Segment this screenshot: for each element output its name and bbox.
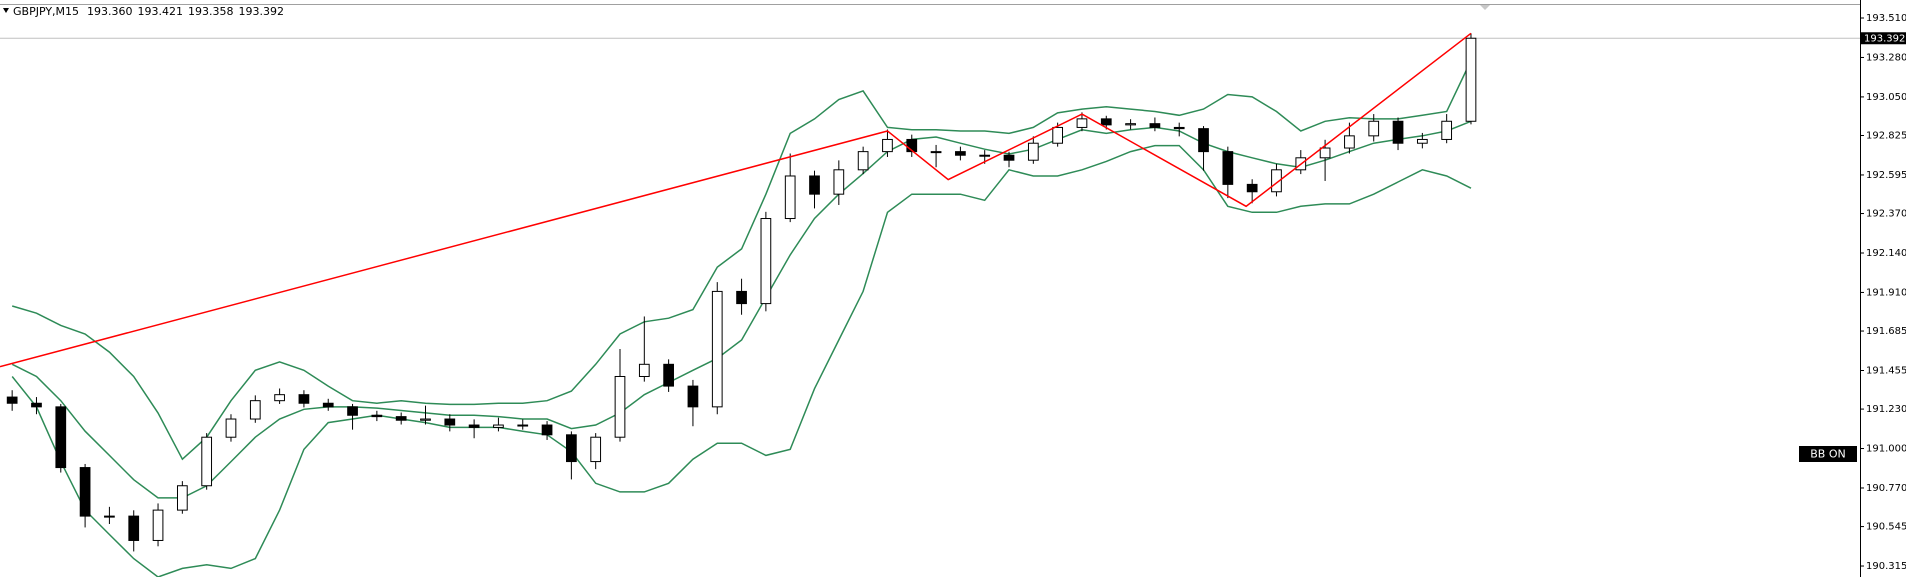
candle-body bbox=[322, 402, 334, 408]
candle-body bbox=[833, 169, 845, 195]
candle-body bbox=[736, 290, 747, 305]
candle-body bbox=[760, 218, 772, 305]
candle-body bbox=[979, 154, 991, 157]
candle-body bbox=[1416, 138, 1428, 144]
candle-body bbox=[1271, 169, 1282, 193]
candle-body bbox=[1441, 120, 1453, 140]
candle-body bbox=[638, 363, 650, 377]
y-tick-label: 193.280 bbox=[1866, 52, 1906, 63]
candle-body bbox=[225, 418, 237, 438]
y-tick-label: 192.140 bbox=[1866, 248, 1906, 259]
low-price: 193.358 bbox=[188, 5, 234, 18]
candle-body bbox=[1222, 151, 1234, 185]
candle-body bbox=[882, 138, 893, 153]
y-tick-label: 191.685 bbox=[1866, 326, 1906, 337]
candle-body bbox=[517, 424, 529, 427]
candle-body bbox=[590, 436, 602, 463]
y-tick-label: 191.910 bbox=[1866, 287, 1906, 298]
last-price-box bbox=[1861, 32, 1906, 45]
candle-body bbox=[395, 416, 407, 421]
shift-marker bbox=[1480, 5, 1490, 10]
candle-body bbox=[955, 151, 966, 156]
candle-body bbox=[6, 396, 18, 404]
y-tick-label: 192.825 bbox=[1866, 131, 1906, 142]
zigzag bbox=[0, 32, 1472, 368]
y-tick-label: 192.370 bbox=[1866, 209, 1906, 220]
open-price: 193.360 bbox=[87, 5, 133, 18]
candle-body bbox=[1027, 142, 1039, 161]
candle-body bbox=[128, 515, 140, 541]
candle-body bbox=[420, 418, 431, 421]
candle-body bbox=[201, 436, 213, 487]
indicator-label: BB ON bbox=[1810, 448, 1845, 461]
candle-body bbox=[809, 175, 820, 195]
y-tick-label: 191.455 bbox=[1866, 365, 1906, 376]
candle-body bbox=[1319, 147, 1331, 159]
y-tick-label: 193.510 bbox=[1866, 13, 1906, 24]
indicator-badge bbox=[1799, 446, 1857, 462]
bollinger-lower bbox=[11, 144, 1472, 577]
candle-body bbox=[1344, 135, 1355, 149]
candle-body bbox=[176, 485, 188, 511]
y-tick-label: 190.315 bbox=[1866, 561, 1906, 572]
candle-body bbox=[468, 424, 480, 428]
y-tick-label: 191.000 bbox=[1866, 444, 1906, 455]
candle-body bbox=[371, 414, 383, 418]
candle-body bbox=[1149, 123, 1161, 128]
candle-body bbox=[663, 363, 674, 387]
candle-body bbox=[347, 406, 358, 416]
candle-body bbox=[711, 290, 723, 408]
high-price: 193.421 bbox=[138, 5, 184, 18]
candle-body bbox=[104, 515, 115, 518]
candle-body bbox=[906, 138, 918, 153]
y-tick-label: 190.770 bbox=[1866, 483, 1906, 494]
candle-body bbox=[857, 151, 869, 171]
candle-body bbox=[1198, 128, 1209, 153]
menu-arrow bbox=[3, 8, 9, 13]
candle-body bbox=[541, 424, 553, 436]
symbol-info: GBPJPY,M15 193.360 193.421 193.358 193.392 bbox=[13, 5, 284, 18]
candle-body bbox=[1052, 126, 1064, 144]
bollinger-upper bbox=[11, 60, 1472, 461]
y-tick-label: 190.545 bbox=[1866, 522, 1906, 533]
candle-body bbox=[687, 385, 699, 408]
y-tick-label: 193.050 bbox=[1866, 92, 1906, 103]
candle-body bbox=[1392, 120, 1404, 144]
candle-body bbox=[274, 394, 285, 402]
candle-body bbox=[298, 394, 310, 404]
candle-body bbox=[1368, 120, 1380, 137]
candle-body bbox=[1076, 118, 1088, 128]
candle-body bbox=[930, 151, 942, 154]
symbol: GBPJPY,M15 bbox=[13, 5, 79, 18]
candle-body bbox=[1125, 123, 1136, 126]
candle-body bbox=[55, 406, 67, 469]
candle-body bbox=[784, 175, 796, 220]
last-price-label: 193.392 bbox=[1864, 34, 1905, 45]
y-tick-label: 192.595 bbox=[1866, 170, 1906, 181]
candle-body bbox=[444, 418, 456, 426]
candle-body bbox=[1003, 154, 1015, 161]
candle-body bbox=[249, 400, 261, 420]
candle-body bbox=[1246, 183, 1258, 193]
candle-body bbox=[1465, 37, 1477, 122]
candle-body bbox=[614, 375, 626, 438]
candle-body bbox=[31, 402, 42, 408]
candle-body bbox=[566, 434, 577, 463]
candle-body bbox=[493, 424, 504, 428]
y-tick-label: 191.230 bbox=[1866, 404, 1906, 415]
candle-body bbox=[79, 467, 91, 517]
candle-body bbox=[152, 509, 164, 541]
candle-body bbox=[1100, 118, 1112, 126]
close-price: 193.392 bbox=[239, 5, 285, 18]
candle-body bbox=[1173, 126, 1185, 130]
